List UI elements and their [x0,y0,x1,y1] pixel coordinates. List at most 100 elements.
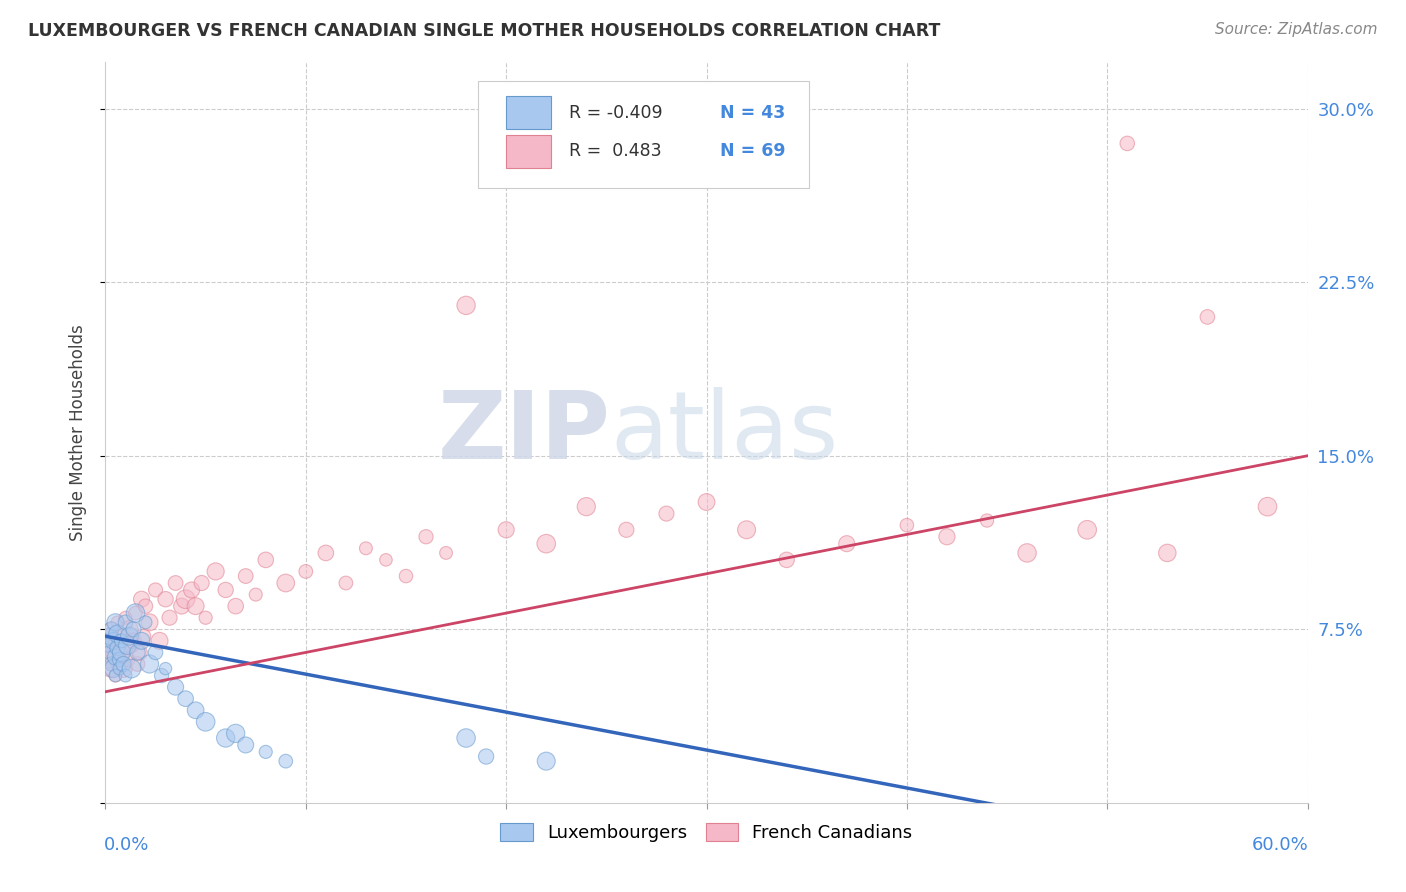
Point [214,731,236,745]
Point [114,668,136,682]
Point [98,645,121,659]
Point [104,668,127,682]
Point [127,645,149,659]
Point [108,657,131,671]
Point [235,569,257,583]
Point [96,639,118,653]
Point [696,495,718,509]
Point [100,657,122,671]
Point [122,633,145,648]
Point [112,662,135,676]
Point [107,640,129,655]
Point [354,541,377,556]
Text: R = -0.409: R = -0.409 [569,103,664,122]
Point [1257,500,1279,514]
Point [1156,546,1178,560]
Point [1197,310,1219,324]
Point [132,629,155,643]
Point [118,629,141,643]
Point [735,523,758,537]
Point [131,592,153,607]
Point [1076,523,1098,537]
Point [138,657,160,671]
Text: R =  0.483: R = 0.483 [569,143,662,161]
Text: N = 43: N = 43 [720,103,785,122]
Point [936,530,959,544]
Point [124,606,146,620]
Point [835,537,858,551]
Point [235,738,257,752]
Point [103,645,125,659]
Point [184,599,207,614]
Point [128,645,150,659]
Text: atlas: atlas [610,386,838,479]
Point [225,726,247,740]
Point [103,633,125,648]
Point [204,565,226,579]
Point [104,668,127,682]
Point [117,652,139,666]
Point [98,652,121,666]
Point [121,662,143,676]
Point [96,639,118,653]
FancyBboxPatch shape [478,81,808,188]
Point [103,662,125,676]
Point [145,582,167,597]
Point [190,576,212,591]
Point [776,553,799,567]
Point [180,582,202,597]
Point [170,599,193,614]
Point [495,523,517,537]
Y-axis label: Single Mother Households: Single Mother Households [69,325,87,541]
Text: 60.0%: 60.0% [1251,836,1309,855]
Point [110,645,132,659]
Point [194,611,217,625]
Text: Source: ZipAtlas.com: Source: ZipAtlas.com [1215,22,1378,37]
Point [534,754,557,768]
Point [454,731,477,745]
Text: LUXEMBOURGER VS FRENCH CANADIAN SINGLE MOTHER HOUSEHOLDS CORRELATION CHART: LUXEMBOURGER VS FRENCH CANADIAN SINGLE M… [28,22,941,40]
Point [184,703,207,717]
Point [976,514,998,528]
Bar [506,96,551,129]
Point [174,592,197,607]
Point [122,622,145,636]
Point [214,582,236,597]
Point [117,639,139,653]
Point [100,662,122,676]
Point [1116,136,1139,151]
Point [295,565,318,579]
Point [159,611,181,625]
Point [454,298,477,312]
Point [148,633,170,648]
Point [155,662,177,676]
Point [118,622,141,636]
Point [114,615,136,630]
Point [121,639,143,653]
Point [245,588,267,602]
Point [108,662,131,676]
Text: 0.0%: 0.0% [104,836,149,855]
Point [100,622,122,636]
Point [274,576,297,591]
Point [475,749,498,764]
Point [1017,546,1039,560]
Point [100,622,122,636]
Point [110,645,132,659]
Point [110,629,132,643]
Point [534,537,557,551]
Point [155,592,177,607]
Legend: Luxembourgers, French Canadians: Luxembourgers, French Canadians [494,815,920,849]
Point [165,680,187,694]
Point [104,650,127,665]
Point [150,668,173,682]
Point [254,745,277,759]
Point [138,615,160,630]
Point [655,507,678,521]
Point [98,629,121,643]
Point [127,657,149,671]
Point [274,754,297,768]
Bar [506,135,551,168]
Point [135,615,157,630]
Point [225,599,247,614]
